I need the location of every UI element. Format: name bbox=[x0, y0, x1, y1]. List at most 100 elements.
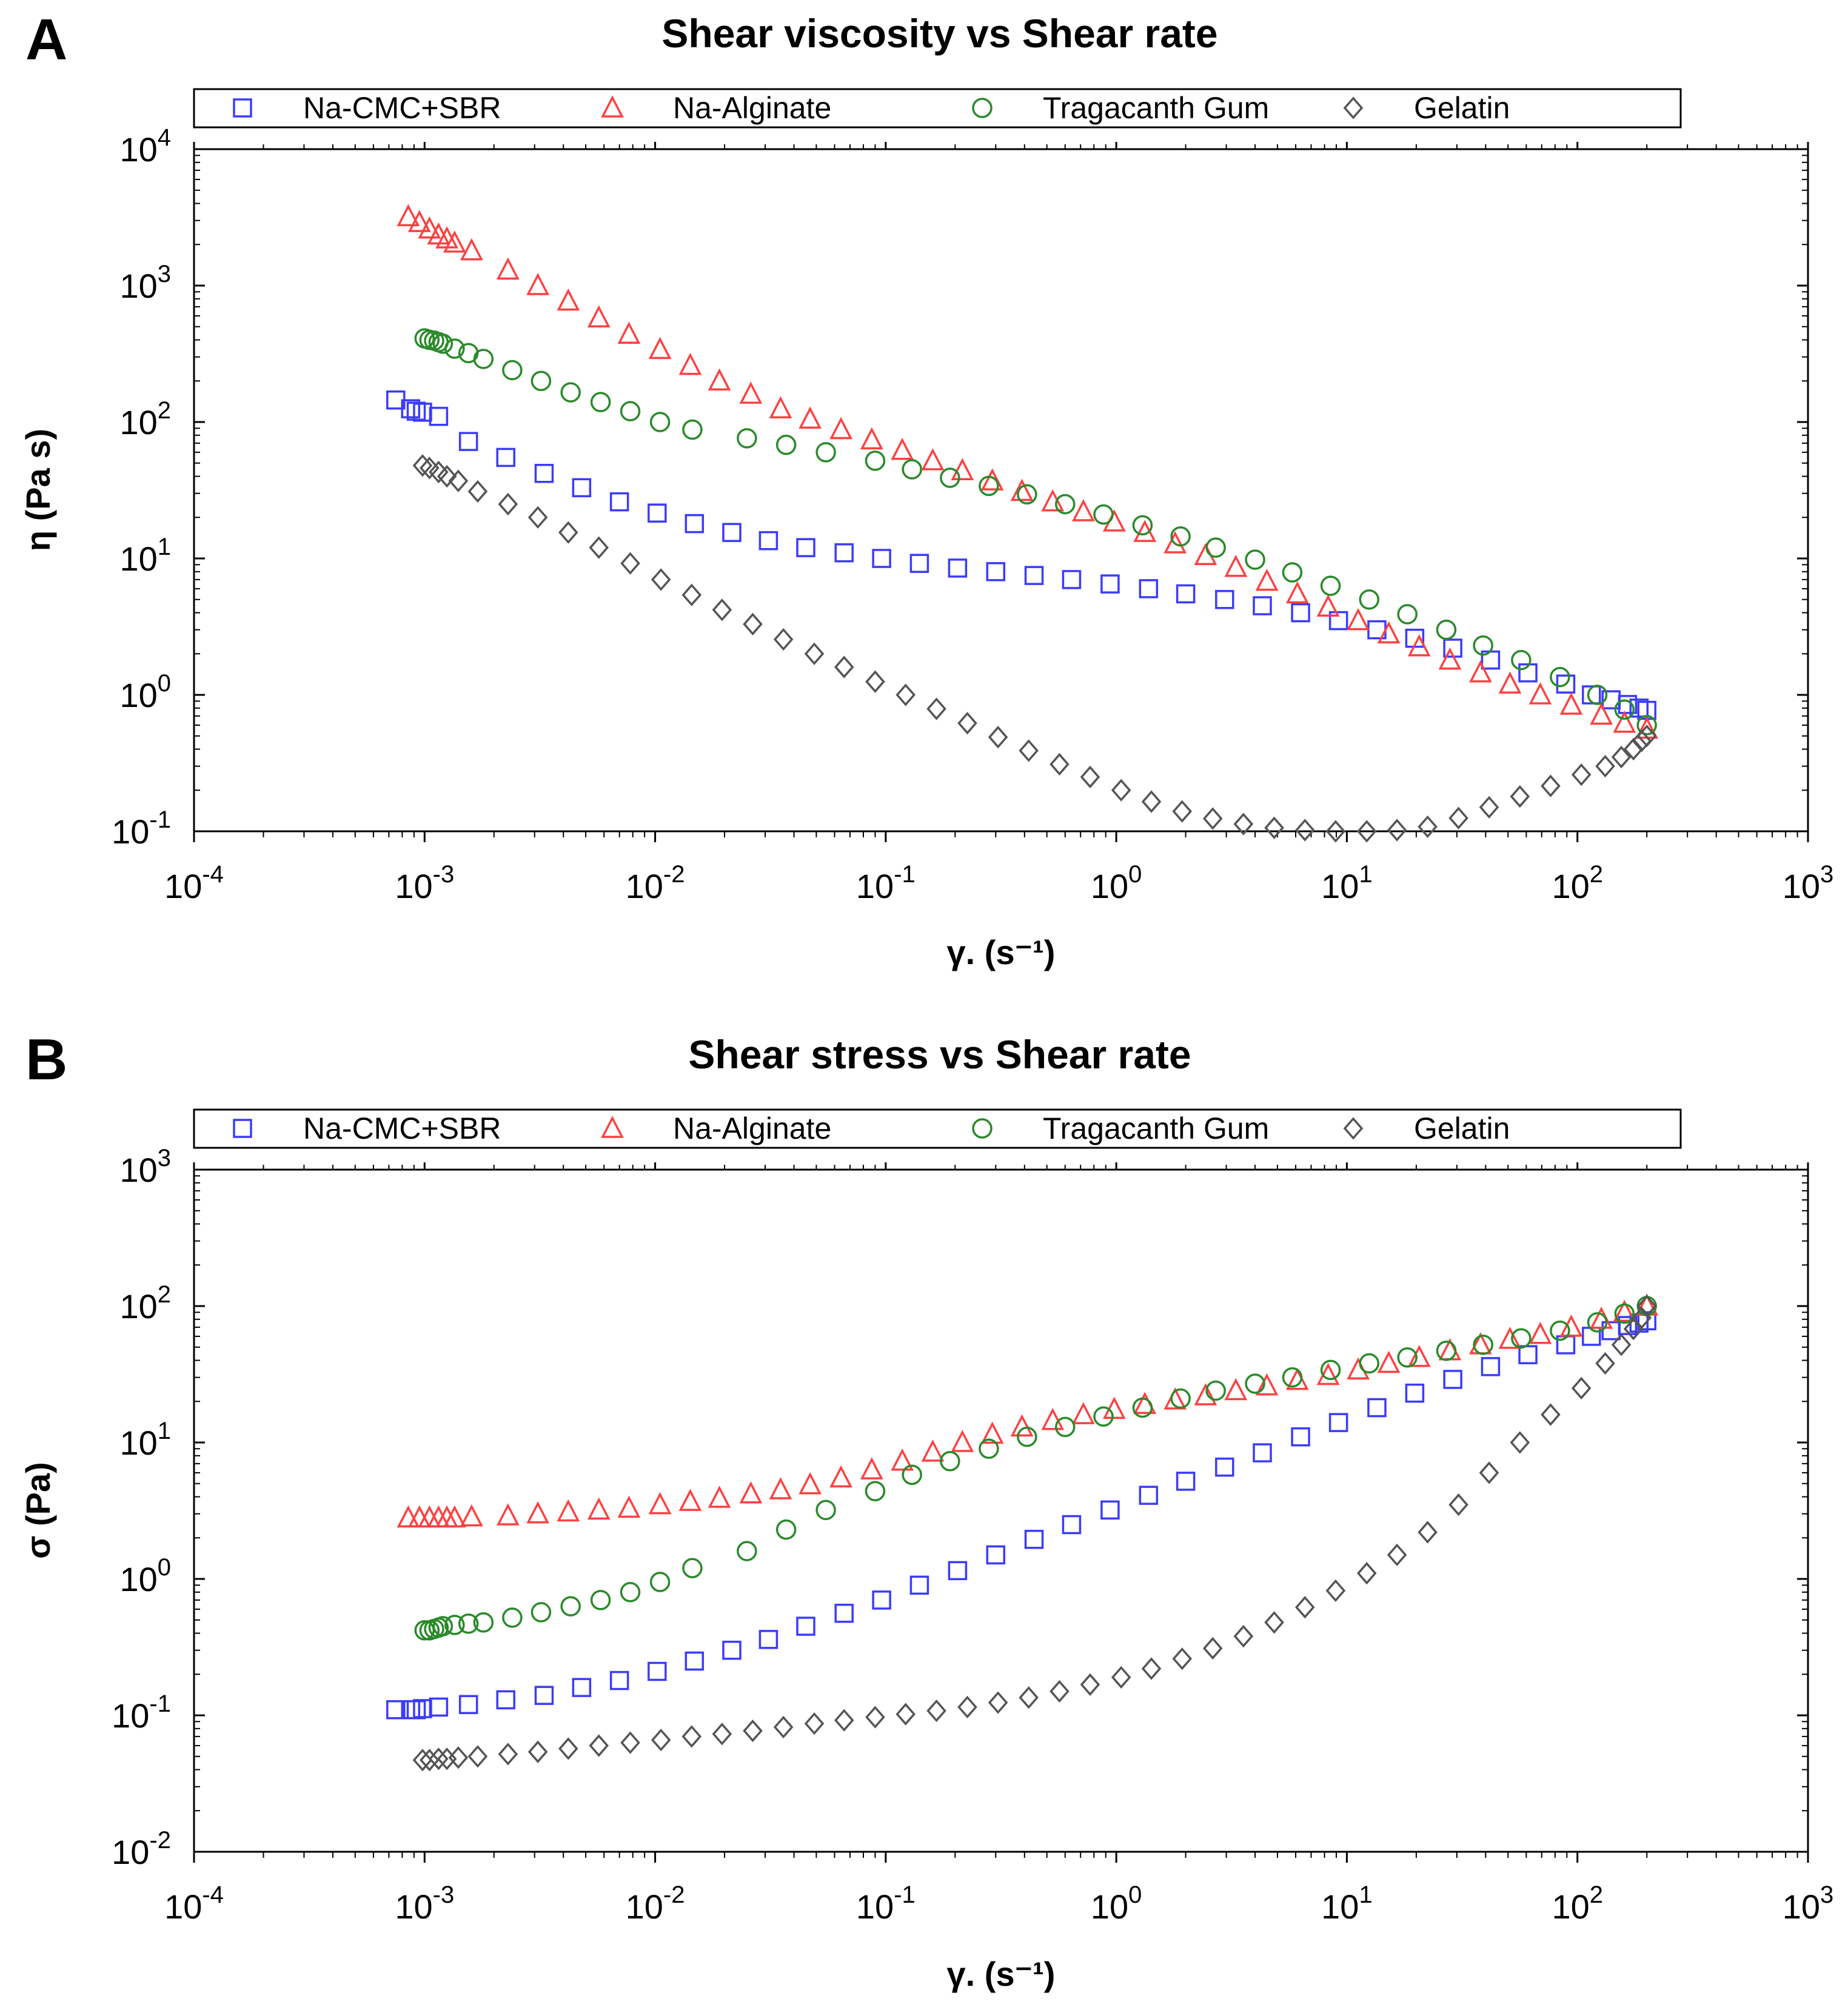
data-point bbox=[1325, 1579, 1346, 1603]
data-point bbox=[649, 412, 671, 432]
data-point bbox=[473, 1612, 494, 1633]
series-diamond bbox=[412, 454, 1657, 843]
data-point bbox=[443, 230, 466, 253]
series-group-b bbox=[386, 1293, 1659, 1772]
data-point bbox=[872, 1590, 891, 1610]
data-point bbox=[1320, 1359, 1341, 1381]
legend-label: Na-CMC+SBR bbox=[303, 1111, 501, 1145]
data-point bbox=[443, 1505, 466, 1528]
legend-label: Na-Alginate bbox=[673, 1111, 831, 1145]
data-point bbox=[534, 1686, 554, 1705]
data-point bbox=[1397, 604, 1418, 625]
x-tick-label: 100 bbox=[1091, 1881, 1142, 1926]
series-diamond bbox=[412, 1295, 1657, 1772]
data-point bbox=[458, 1613, 479, 1634]
data-point bbox=[397, 204, 420, 227]
data-point bbox=[1205, 537, 1226, 558]
data-point bbox=[1139, 1486, 1159, 1505]
x-tick-label: 10-1 bbox=[856, 861, 916, 905]
data-point bbox=[1320, 575, 1341, 596]
data-point bbox=[473, 349, 494, 369]
data-point bbox=[1611, 1333, 1632, 1356]
data-point bbox=[1141, 1657, 1162, 1680]
data-point bbox=[1498, 1327, 1522, 1349]
data-point bbox=[1141, 790, 1162, 813]
data-point bbox=[1347, 1357, 1370, 1380]
y-tick-label: 10-2 bbox=[112, 1827, 171, 1871]
data-point bbox=[926, 1699, 946, 1723]
data-point bbox=[444, 338, 465, 359]
data-point bbox=[1550, 666, 1570, 688]
data-point bbox=[1264, 816, 1284, 839]
data-point bbox=[1438, 647, 1462, 670]
y-tick-label: 104 bbox=[119, 124, 171, 169]
data-point bbox=[1253, 1443, 1272, 1463]
data-point bbox=[796, 1617, 815, 1636]
data-point bbox=[648, 1492, 672, 1515]
data-point bbox=[1473, 1335, 1493, 1355]
data-point bbox=[1282, 562, 1303, 583]
data-point bbox=[896, 1703, 916, 1726]
data-point bbox=[979, 475, 999, 497]
major-ticks-b bbox=[193, 1162, 1809, 1863]
data-point bbox=[1170, 1388, 1191, 1409]
series-triangle bbox=[397, 1293, 1659, 1528]
data-point bbox=[1282, 1367, 1303, 1388]
data-point bbox=[1172, 1647, 1193, 1670]
data-point bbox=[860, 427, 883, 450]
data-point bbox=[1479, 796, 1499, 819]
data-point bbox=[1080, 1673, 1100, 1696]
data-point bbox=[1614, 1303, 1635, 1324]
data-point bbox=[526, 273, 550, 295]
data-point bbox=[651, 568, 671, 591]
data-point bbox=[498, 1743, 518, 1766]
data-point bbox=[1205, 1380, 1226, 1401]
data-point bbox=[1055, 494, 1076, 515]
series-triangle bbox=[397, 204, 1659, 739]
data-point bbox=[502, 1607, 523, 1628]
data-point bbox=[1019, 739, 1039, 762]
data-point bbox=[496, 447, 515, 467]
data-point bbox=[1637, 1311, 1656, 1331]
data-point bbox=[1215, 589, 1234, 609]
data-point bbox=[1528, 682, 1552, 705]
x-axis-label-b: γ. (s⁻¹) bbox=[947, 1955, 1056, 1993]
data-point bbox=[979, 1438, 999, 1459]
data-point bbox=[1587, 1312, 1608, 1333]
data-point bbox=[980, 1421, 1004, 1444]
data-point bbox=[921, 1439, 945, 1462]
data-point bbox=[1418, 1521, 1438, 1544]
chart-title-b: Shear stress vs Shear rate bbox=[688, 1032, 1191, 1077]
data-point bbox=[829, 1465, 853, 1488]
data-point bbox=[682, 419, 703, 440]
data-point bbox=[1055, 1416, 1076, 1438]
data-point bbox=[572, 1678, 592, 1697]
data-point bbox=[397, 1505, 420, 1528]
data-point bbox=[1294, 1596, 1315, 1619]
data-point bbox=[437, 464, 457, 488]
data-point bbox=[557, 1499, 580, 1522]
data-point bbox=[1255, 568, 1279, 591]
data-point bbox=[865, 1481, 886, 1501]
chart-title-a: Shear viscosity vs Shear rate bbox=[661, 11, 1217, 56]
data-point bbox=[412, 454, 433, 477]
data-point bbox=[1448, 806, 1468, 829]
data-point bbox=[815, 1499, 836, 1521]
data-point bbox=[1397, 1347, 1418, 1368]
data-point bbox=[432, 1616, 454, 1637]
data-point bbox=[1316, 594, 1340, 617]
data-point bbox=[1359, 589, 1380, 610]
data-point bbox=[921, 448, 945, 471]
data-point bbox=[1019, 1686, 1039, 1709]
data-point bbox=[460, 238, 483, 261]
data-point bbox=[432, 333, 454, 354]
data-point bbox=[1613, 710, 1636, 733]
legend-box-b bbox=[193, 1108, 1682, 1149]
y-axis-label-a: η (Pa s) bbox=[19, 429, 57, 551]
data-point bbox=[1618, 695, 1638, 714]
data-point bbox=[1356, 820, 1377, 843]
data-point bbox=[1062, 1515, 1082, 1535]
data-point bbox=[526, 1501, 550, 1524]
legend-marker-triangle bbox=[601, 1116, 624, 1138]
data-point bbox=[722, 523, 742, 542]
